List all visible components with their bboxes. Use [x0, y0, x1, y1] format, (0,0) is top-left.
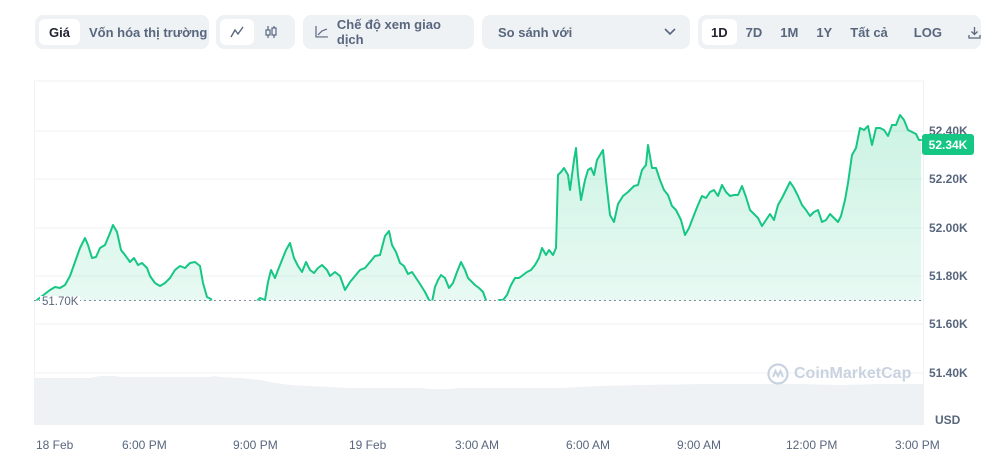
trading-view-label: Chế độ xem giao dịch: [336, 17, 441, 47]
x-tick-label: 12:00 PM: [786, 438, 838, 452]
currency-label: USD: [935, 413, 961, 427]
reference-price-label: 51.70K: [40, 296, 81, 308]
tab-market-cap[interactable]: Vốn hóa thị trường: [88, 24, 208, 40]
x-tick-label: 9:00 PM: [233, 438, 278, 452]
chart-style-toggle: [216, 15, 295, 49]
y-tick-label: 51.60K: [929, 317, 968, 331]
compare-label: So sánh với: [498, 24, 573, 40]
candlestick-button[interactable]: [254, 19, 288, 45]
y-tick-label: 52.20K: [929, 172, 968, 186]
x-tick-label: 9:00 AM: [677, 438, 722, 452]
range-all[interactable]: Tất cả: [850, 24, 888, 40]
price-line-up: [36, 114, 922, 301]
x-tick-label: 6:00 AM: [566, 438, 611, 452]
time-range-tabs: 1D 7D 1M 1Y Tất cả LOG: [698, 15, 981, 49]
chart-toolbar: Giá Vốn hóa thị trường Chế độ xem giao d…: [0, 15, 999, 49]
range-1d[interactable]: 1D: [702, 19, 737, 45]
tab-price[interactable]: Giá: [39, 19, 80, 45]
x-tick-label: 19 Feb: [349, 438, 387, 452]
volume-area: [35, 376, 923, 425]
line-chart-icon: [230, 26, 244, 38]
y-tick-label: 51.40K: [929, 366, 968, 380]
x-tick-label: 6:00 PM: [122, 438, 167, 452]
y-tick-label: 52.00K: [929, 221, 968, 235]
x-tick-label: 3:00 PM: [895, 438, 940, 452]
coinmarketcap-logo-icon: [767, 363, 789, 385]
watermark-text: CoinMarketCap: [794, 365, 912, 382]
range-1m[interactable]: 1M: [780, 24, 799, 40]
candlestick-icon: [265, 26, 277, 38]
range-1y[interactable]: 1Y: [816, 24, 833, 40]
chevron-down-icon: [664, 28, 676, 36]
download-icon: [968, 26, 981, 39]
line-chart-button[interactable]: [220, 19, 254, 45]
price-area-up: [37, 115, 921, 301]
chart-type-tabs: Giá Vốn hóa thị trường: [35, 15, 209, 49]
compare-dropdown[interactable]: So sánh với: [482, 15, 690, 49]
download-button[interactable]: [959, 19, 990, 45]
x-tick-label: 18 Feb: [36, 438, 74, 452]
watermark: CoinMarketCap: [767, 363, 911, 385]
range-7d[interactable]: 7D: [745, 24, 763, 40]
trading-view-button[interactable]: Chế độ xem giao dịch: [303, 15, 474, 49]
log-scale-button[interactable]: LOG: [913, 24, 942, 40]
current-price-badge: 52.34K: [922, 134, 974, 155]
x-tick-label: 3:00 AM: [455, 438, 500, 452]
y-tick-label: 51.80K: [929, 269, 968, 283]
trading-view-icon: [315, 26, 328, 38]
